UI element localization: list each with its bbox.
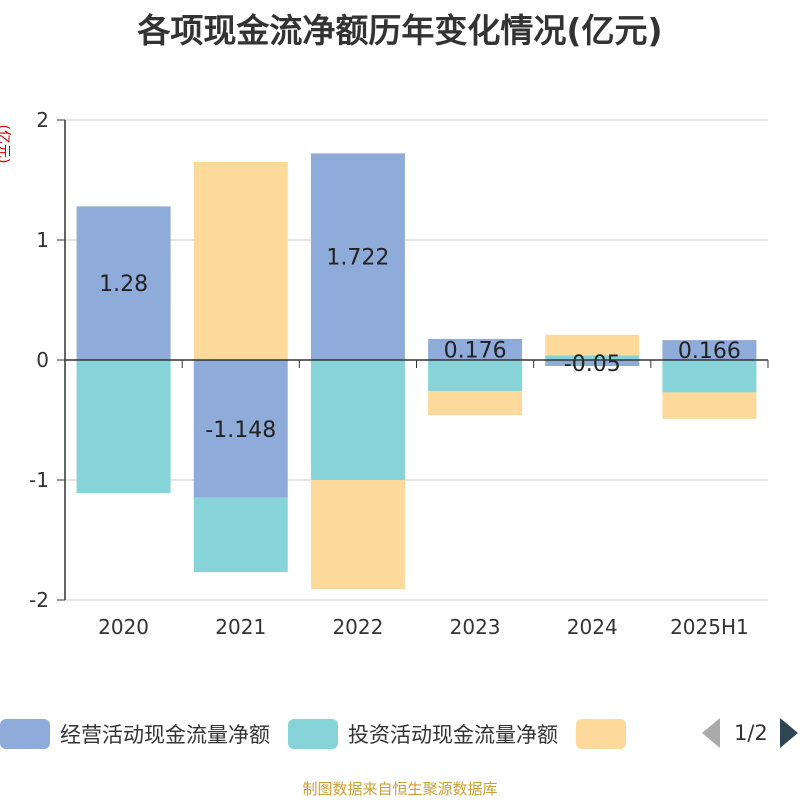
y-tick-label: -2 [29, 588, 49, 612]
bar-series1-2022 [310, 360, 405, 480]
legend: 经营活动现金流量净额 投资活动现金流量净额 [0, 716, 800, 752]
x-tick-label: 2020 [98, 615, 149, 639]
source-note: 制图数据来自恒生聚源数据库 [302, 780, 498, 798]
legend-item-investing[interactable]: 投资活动现金流量净额 [288, 719, 558, 749]
bar-series0-2021 [193, 360, 288, 498]
y-tick-label: 1 [36, 228, 49, 252]
bar-series0-2023 [428, 338, 523, 360]
legend-swatch-investing [288, 719, 338, 749]
data-label: -1.148 [205, 418, 276, 443]
bar-series1-2020 [76, 360, 171, 494]
x-tick-label: 2022 [332, 615, 383, 639]
chart-title: 各项现金流净额历年变化情况(亿元) [137, 11, 663, 50]
pager-prev-icon[interactable] [702, 718, 720, 748]
bar-series1-2025H1 [662, 360, 757, 393]
bar-series1-2021 [193, 497, 288, 573]
y-tick-label: 2 [36, 108, 49, 132]
y-axis-unit-label: (亿元) [0, 124, 11, 164]
y-tick-label: -1 [29, 468, 49, 492]
y-tick-label: 0 [36, 348, 49, 372]
legend-label-operating: 经营活动现金流量净额 [60, 723, 270, 747]
x-tick-label: 2024 [567, 615, 618, 639]
bar-series1-2023 [428, 360, 523, 392]
data-label: 1.722 [326, 246, 389, 271]
data-label: -0.05 [564, 352, 621, 377]
bar-series2-2024 [545, 334, 640, 356]
bar-series0-2025H1 [662, 340, 757, 360]
bar-series1-2024 [545, 355, 640, 360]
pager-text: 1/2 [734, 721, 768, 745]
legend-label-investing: 投资活动现金流量净额 [348, 723, 558, 747]
legend-pager: 1/2 [702, 718, 798, 748]
bar-series0-2020 [76, 206, 171, 360]
pager-next-icon[interactable] [779, 718, 798, 748]
x-tick-label: 2025H1 [670, 615, 749, 639]
x-tick-label: 2023 [450, 615, 501, 639]
bar-series2-2025H1 [662, 392, 757, 419]
x-tick-label: 2021 [215, 615, 266, 639]
legend-swatch-financing [576, 719, 626, 749]
bar-series2-2021 [193, 162, 288, 360]
data-label: 1.28 [99, 272, 148, 297]
legend-item-financing[interactable] [576, 719, 636, 749]
legend-item-operating[interactable]: 经营活动现金流量净额 [0, 719, 270, 749]
bar-series2-2023 [428, 391, 523, 416]
legend-swatch-operating [0, 719, 50, 749]
bar-series0-2024 [545, 360, 640, 366]
bar-series0-2022 [310, 153, 405, 360]
bar-series2-2022 [310, 480, 405, 590]
